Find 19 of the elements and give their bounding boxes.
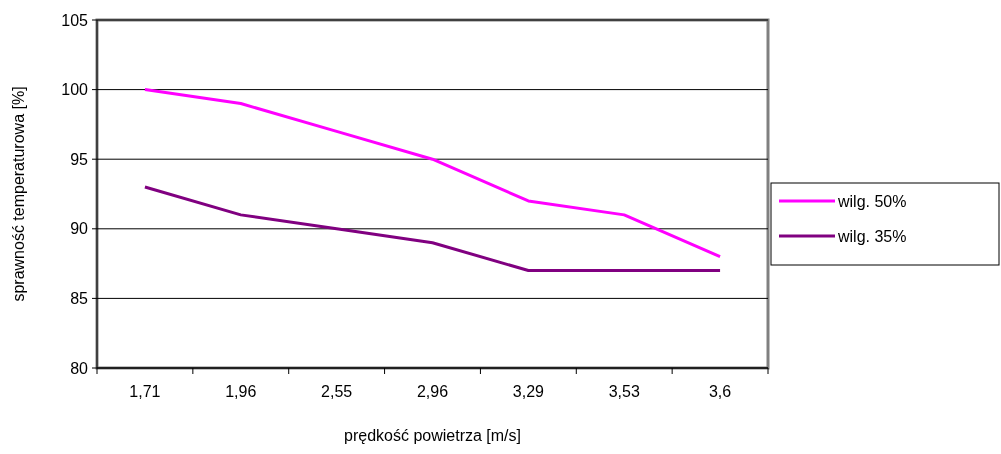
y-tick-label: 90 <box>70 220 89 238</box>
x-tick-label: 3,6 <box>708 383 732 400</box>
x-tick-label: 1,96 <box>225 383 257 400</box>
y-tick-label: 80 <box>70 359 89 377</box>
legend-label: wilg. 50% <box>837 192 907 210</box>
x-tick-label: 3,53 <box>608 383 640 400</box>
line-series <box>143 185 722 273</box>
y-axis-title: sprawność temperaturowa [%] <box>10 86 27 302</box>
y-tick-label: 95 <box>70 150 89 168</box>
legend-label: wilg. 35% <box>837 227 907 245</box>
x-tick-label: 2,55 <box>321 383 353 400</box>
x-axis-title: prędkość powietrza [m/s] <box>344 427 521 444</box>
x-tick-label: 2,96 <box>416 383 449 400</box>
y-tick-label: 100 <box>61 81 89 99</box>
x-tick-label: 1,71 <box>129 383 161 400</box>
line-series <box>143 88 722 259</box>
x-tick-label: 3,29 <box>512 383 545 400</box>
y-tick-label: 85 <box>70 290 89 307</box>
y-tick-label: 105 <box>61 11 89 29</box>
